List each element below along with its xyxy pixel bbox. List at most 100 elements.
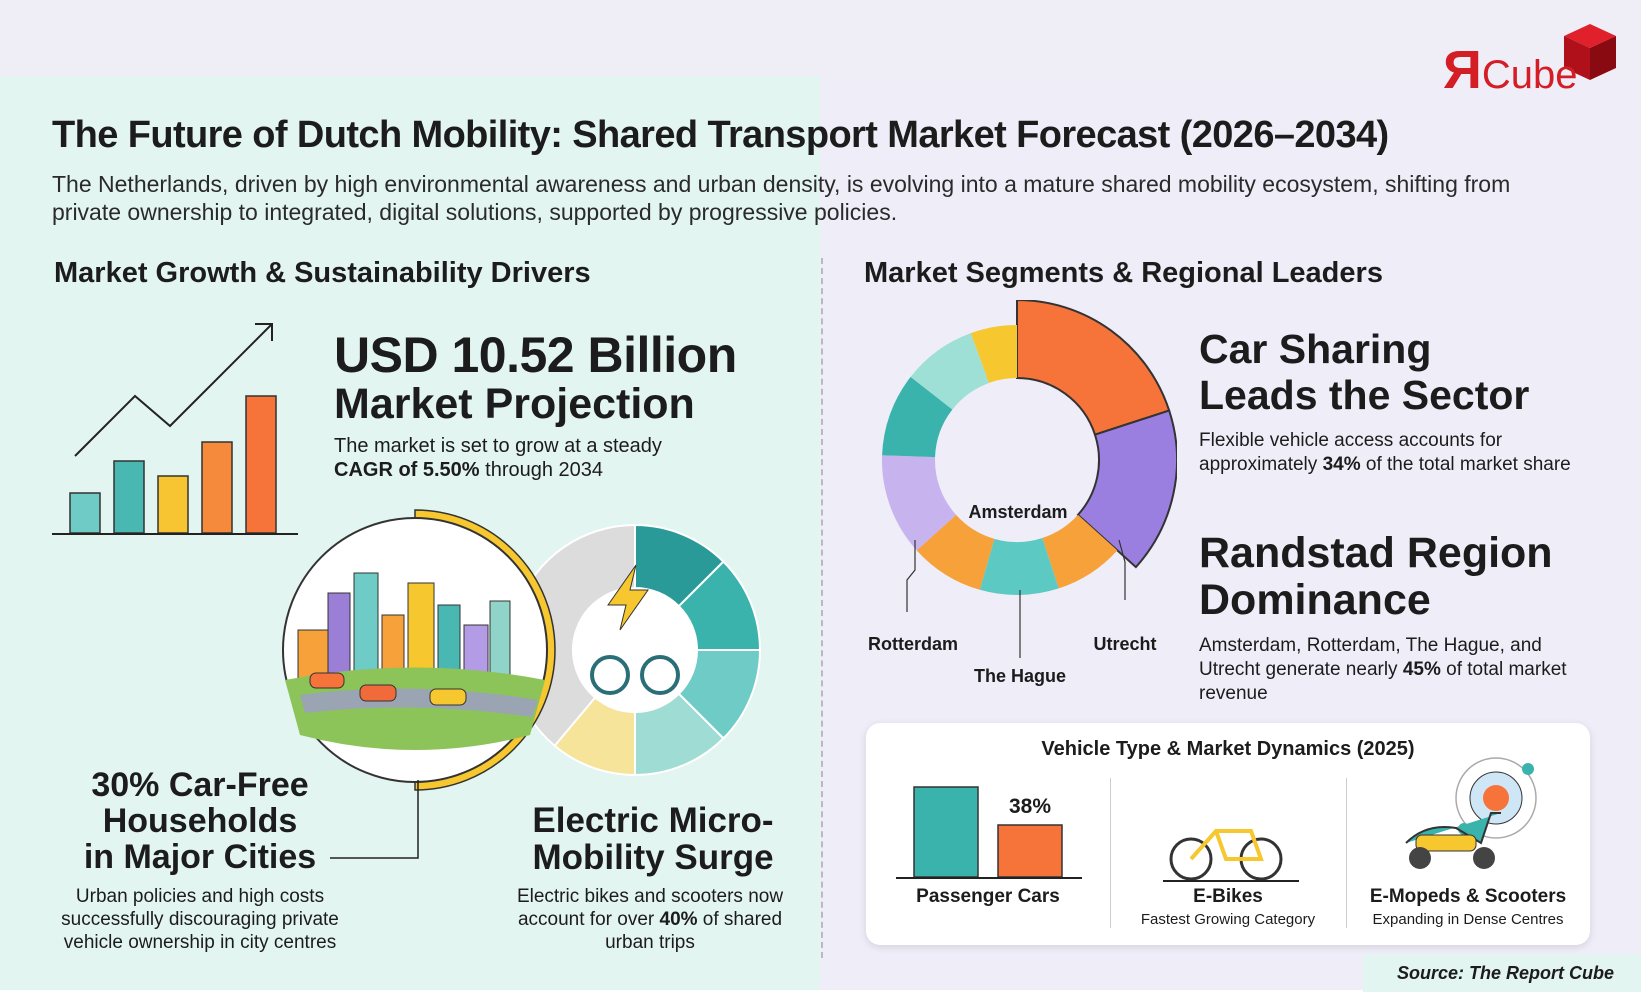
growth-icon-part xyxy=(113,460,145,534)
city-illustration-part xyxy=(309,672,345,689)
randstad-text: Amsterdam, Rotterdam, The Hague, and Utr… xyxy=(1199,634,1599,706)
donut-segment xyxy=(1042,514,1118,589)
city-illustration-part xyxy=(300,688,538,717)
micro-title: Electric Micro- Mobility Surge xyxy=(498,802,808,876)
passenger-cars-bars-part xyxy=(997,824,1063,878)
bolt-icon xyxy=(607,564,649,631)
city-illustration-part xyxy=(407,582,435,679)
city-illustration-part xyxy=(489,600,511,679)
top-band xyxy=(0,0,1641,76)
text: of total market revenue xyxy=(1199,659,1567,704)
item-sub: Expanding in Dense Centres xyxy=(1372,911,1564,928)
logo-mark: Я xyxy=(1443,40,1482,100)
donut-label: Amsterdam xyxy=(968,502,1068,522)
title: The Future of Dutch Mobility: Shared Tra… xyxy=(52,114,1389,156)
car-sharing-title: Car Sharing Leads the Sector xyxy=(1199,326,1529,418)
city-illustration-part xyxy=(463,624,489,679)
growth-icon xyxy=(52,323,298,535)
bike-wheel xyxy=(590,655,630,695)
car-free-title: 30% Car-Free Households in Major Cities xyxy=(40,767,360,875)
city-illustration-part xyxy=(285,667,545,750)
growth-icon-part xyxy=(255,323,273,341)
city-illustration-part xyxy=(297,629,329,679)
connector xyxy=(330,780,419,859)
growth-icon-part xyxy=(74,323,273,457)
text: Amsterdam, Rotterdam, The Hague, and Utr… xyxy=(1199,635,1542,680)
source: Source: The Report Cube xyxy=(1397,963,1615,983)
panel-title: Vehicle Type & Market Dynamics (2025) xyxy=(1041,738,1415,760)
region-donut-part xyxy=(906,540,916,612)
wheel-hub xyxy=(573,588,697,712)
title-line: Households xyxy=(102,802,298,840)
highlight: 40% xyxy=(659,909,698,930)
title-line: 30% Car-Free xyxy=(91,766,309,804)
passenger-cars-bars-part xyxy=(913,786,979,878)
title-line: Electric Micro- xyxy=(532,801,774,840)
text: of shared urban trips xyxy=(605,909,783,953)
e-moped-icon-part xyxy=(1409,847,1431,869)
region-donut xyxy=(882,300,1177,658)
source-box: Source: The Report Cube xyxy=(1363,954,1641,992)
city-illustration-part xyxy=(327,592,351,679)
text: of the total market share xyxy=(1360,454,1571,475)
e-bike-icon xyxy=(1163,829,1299,882)
growth-icon-part xyxy=(245,395,277,534)
growth-icon-part xyxy=(69,492,101,534)
connector-part xyxy=(330,780,419,859)
car-sharing-text: Flexible vehicle access accounts for app… xyxy=(1199,429,1609,477)
randstad-title: Randstad Region Dominance xyxy=(1199,530,1553,624)
city-illustration-part xyxy=(429,688,467,706)
divider xyxy=(821,258,823,958)
e-moped-icon-part xyxy=(1455,757,1537,839)
value-label: 38% xyxy=(1008,795,1052,818)
passenger-cars-bars xyxy=(896,786,1082,879)
highlight: CAGR of 5.50% xyxy=(334,459,480,481)
title-line: Leads the Sector xyxy=(1199,372,1530,418)
text: The market is set to grow at a steady xyxy=(334,435,662,457)
car-free-text: Urban policies and high costs successful… xyxy=(61,886,339,953)
e-moped-icon-part xyxy=(1415,834,1477,852)
city-illustration-part xyxy=(353,572,379,679)
title-line: in Major Cities xyxy=(83,838,317,876)
city-illustration-part xyxy=(359,684,397,702)
donut-segment xyxy=(1076,409,1177,569)
logo-cube-part xyxy=(1564,36,1590,80)
region-donut-part xyxy=(1118,539,1126,600)
highlight: 34% xyxy=(1322,454,1361,475)
section-heading: Market Segments & Regional Leaders xyxy=(864,257,1383,289)
e-moped-icon-part xyxy=(1483,785,1509,811)
text: Electric bikes and scooters now account … xyxy=(516,886,784,930)
e-moped-icon-part xyxy=(1473,847,1495,869)
donut-segment xyxy=(882,455,957,551)
subtitle: The Netherlands, driven by high environm… xyxy=(52,171,1511,225)
donut-segment xyxy=(970,325,1017,383)
projection-label: Market Projection xyxy=(334,380,695,428)
city-illustration xyxy=(282,509,556,791)
panel-divider xyxy=(1346,778,1347,928)
growth-icon-part xyxy=(157,475,189,534)
logo: ЯCube xyxy=(1443,40,1577,105)
vehicle-panel: Vehicle Type & Market Dynamics (2025) 38… xyxy=(866,723,1590,945)
growth-icon-part xyxy=(201,441,233,534)
section-heading: Market Growth & Sustainability Drivers xyxy=(54,257,591,289)
donut-label: Utrecht xyxy=(1093,634,1157,654)
item-sub: Fastest Growing Category xyxy=(1140,911,1316,928)
logo-cube xyxy=(1564,24,1616,80)
projection-text: The market is set to grow at a steady CA… xyxy=(334,434,674,482)
highlight: 45% xyxy=(1402,659,1441,680)
title-line: Car Sharing xyxy=(1199,326,1432,372)
micro-text: Electric bikes and scooters now account … xyxy=(515,885,785,954)
city-illustration-part xyxy=(437,604,461,679)
donut-label: The Hague xyxy=(973,666,1066,686)
e-moped-icon xyxy=(1405,757,1537,869)
logo-text: Cube xyxy=(1481,53,1578,97)
text: through 2034 xyxy=(479,459,604,481)
title-line: Mobility Surge xyxy=(532,838,774,877)
e-bike-icon-part xyxy=(1189,829,1264,861)
panel-divider xyxy=(1110,778,1111,928)
donut-label: Rotterdam xyxy=(867,634,958,654)
donut-segment xyxy=(979,537,1059,595)
title-line: Dominance xyxy=(1199,576,1431,624)
donut-segment xyxy=(882,376,953,458)
